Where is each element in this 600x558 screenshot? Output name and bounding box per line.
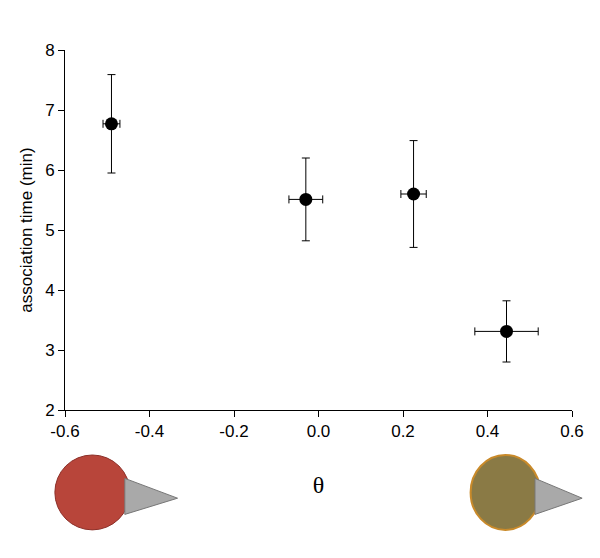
svg-text:2: 2 [45,401,54,420]
svg-text:-0.2: -0.2 [219,422,248,441]
svg-text:association time (min): association time (min) [17,147,36,312]
svg-text:θ: θ [313,472,325,498]
svg-text:7: 7 [45,101,54,120]
svg-text:6: 6 [45,161,54,180]
svg-text:-0.4: -0.4 [135,422,164,441]
svg-text:-0.6: -0.6 [50,422,79,441]
svg-text:8: 8 [45,41,54,60]
svg-text:0.0: 0.0 [307,422,331,441]
svg-text:0.4: 0.4 [476,422,500,441]
svg-text:5: 5 [45,221,54,240]
svg-text:4: 4 [45,281,54,300]
svg-text:0.2: 0.2 [391,422,415,441]
svg-text:3: 3 [45,341,54,360]
svg-text:0.6: 0.6 [560,422,584,441]
